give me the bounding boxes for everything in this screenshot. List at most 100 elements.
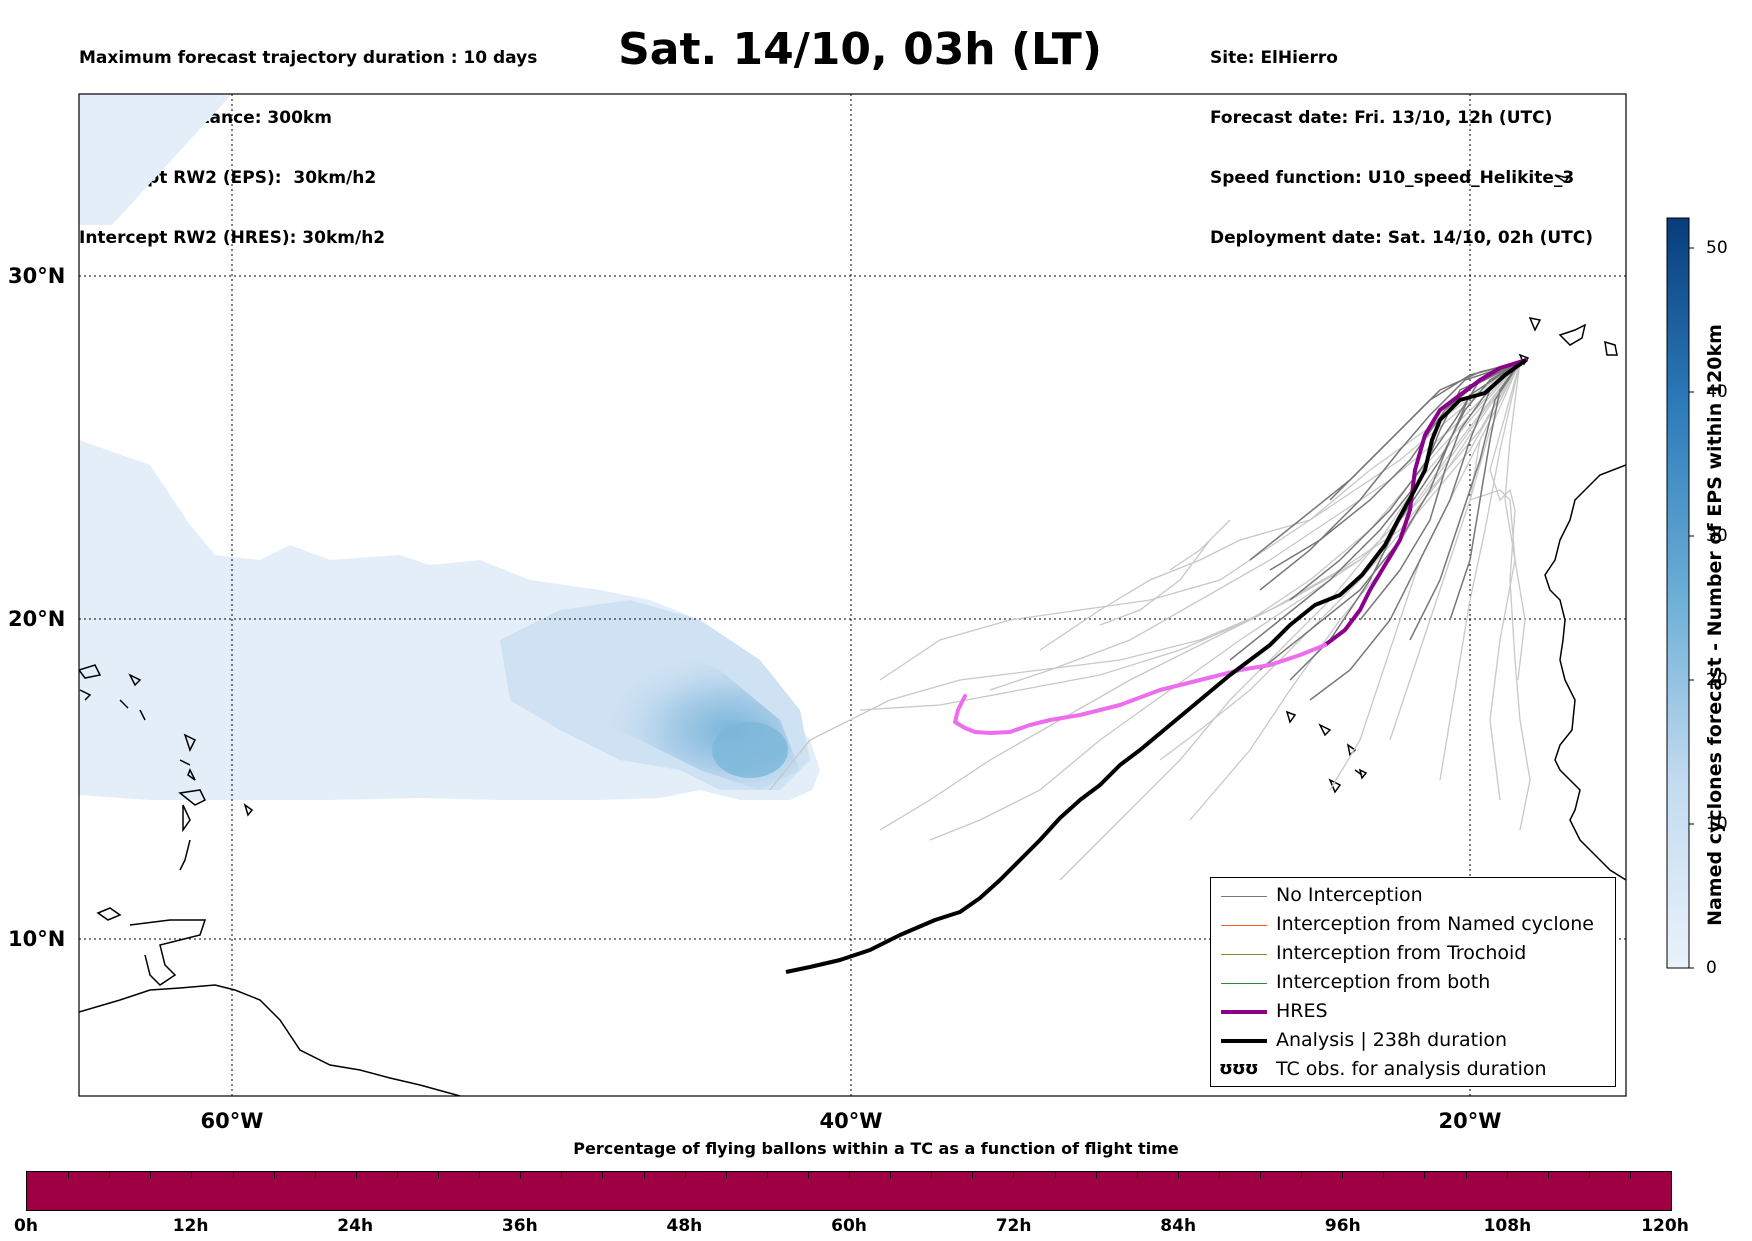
legend-item-no-interception: No Interception	[1211, 882, 1615, 911]
colorbar-label: Named cyclones forecast - Number of EPS …	[1704, 324, 1726, 926]
legend-item-hres: HRES	[1211, 998, 1615, 1027]
time-bar-label: 48h	[666, 1216, 703, 1236]
legend-swatch	[1221, 983, 1267, 984]
time-bar-tick	[766, 1172, 768, 1178]
lon-label: 20°W	[1439, 1109, 1502, 1133]
trajectory-lines-light	[769, 361, 1531, 881]
time-bar-tick	[1465, 1172, 1467, 1178]
time-bar-tick	[1588, 1172, 1590, 1178]
legend-swatch	[1221, 896, 1267, 897]
legend-label: Interception from Named cyclone	[1276, 913, 1594, 935]
legend-item-both: Interception from both	[1211, 969, 1615, 998]
page-title: Sat. 14/10, 03h (LT)	[618, 24, 1102, 75]
time-bar-tick	[191, 1172, 193, 1178]
time-bar-tick	[68, 1172, 70, 1178]
colorbar-tick: 20	[1706, 670, 1728, 690]
time-bar-tick	[849, 1172, 850, 1178]
colorbar	[1666, 217, 1690, 969]
time-bar-label: 0h	[14, 1216, 38, 1236]
legend-item-analysis: Analysis | 238h duration	[1211, 1027, 1615, 1056]
time-bar-tick	[438, 1172, 439, 1178]
header-left-line: Maximum forecast trajectory duration : 1…	[79, 48, 538, 68]
header-right: Site: ElHierro Forecast date: Fri. 13/10…	[1210, 8, 1593, 268]
legend-swatch	[1221, 954, 1267, 955]
time-bar-tick	[273, 1172, 275, 1178]
tc-symbol-icon: ʊʊʊ	[1219, 1058, 1259, 1079]
header-right-line: Forecast date: Fri. 13/10, 12h (UTC)	[1210, 108, 1553, 128]
colorbar-tick: 0	[1706, 958, 1717, 978]
colorbar-tick-marks	[1689, 247, 1694, 969]
time-bar-label: 60h	[831, 1216, 867, 1236]
legend-swatch	[1221, 1010, 1267, 1014]
time-bar-tick	[1260, 1172, 1261, 1178]
time-bar-label: 24h	[337, 1216, 374, 1236]
time-bar-tick	[602, 1172, 604, 1178]
time-bar-label: 96h	[1324, 1216, 1361, 1236]
time-bar-tick	[479, 1172, 481, 1178]
time-bar-title: Percentage of flying ballons within a TC…	[573, 1139, 1179, 1158]
time-bar-tick	[1054, 1172, 1056, 1178]
legend-label: Analysis | 238h duration	[1276, 1029, 1508, 1051]
time-bar-tick	[1424, 1172, 1426, 1178]
time-bar-label: 84h	[1160, 1216, 1197, 1236]
time-bar-tick	[520, 1172, 522, 1178]
time-bar-tick	[1095, 1172, 1097, 1178]
time-bar-tick	[150, 1172, 152, 1178]
legend-item-tc-obs: ʊʊʊ TC obs. for analysis duration	[1211, 1056, 1615, 1085]
legend-item-named-cyclone: Interception from Named cyclone	[1211, 911, 1615, 940]
time-bar-tick	[807, 1172, 809, 1178]
time-bar-tick	[561, 1172, 563, 1178]
time-bar-tick	[684, 1172, 686, 1178]
time-bar-tick	[1629, 1172, 1631, 1178]
colorbar-tick: 30	[1706, 526, 1728, 546]
time-bar-tick	[1218, 1172, 1220, 1178]
time-bar-tick	[1136, 1172, 1138, 1178]
header-right-line: Deployment date: Sat. 14/10, 02h (UTC)	[1210, 228, 1594, 248]
time-bar-tick	[890, 1172, 892, 1178]
legend-label: Interception from both	[1276, 971, 1491, 993]
legend-label: TC obs. for analysis duration	[1276, 1058, 1547, 1080]
colorbar-tick: 10	[1706, 814, 1728, 834]
legend-label: Interception from Trochoid	[1276, 942, 1527, 964]
analysis-trajectory	[785, 358, 1528, 974]
time-bar-tick	[1301, 1172, 1303, 1178]
time-bar	[26, 1171, 1672, 1211]
time-bar-tick	[232, 1172, 234, 1178]
time-bar-label: 72h	[995, 1216, 1032, 1236]
header-right-line: Site: ElHierro	[1210, 48, 1338, 68]
time-bar-tick	[1383, 1172, 1385, 1178]
time-bar-tick	[396, 1172, 398, 1178]
lat-label: 10°N	[8, 927, 65, 951]
legend-item-trochoid: Interception from Trochoid	[1211, 940, 1615, 969]
coastlines	[79, 174, 1626, 1096]
lat-label: 20°N	[8, 607, 65, 631]
time-bar-label: 12h	[172, 1216, 209, 1236]
time-bar-label: 36h	[501, 1216, 538, 1236]
time-bar-tick	[1547, 1172, 1549, 1178]
time-bar-tick	[1177, 1172, 1179, 1178]
time-bar-tick	[1506, 1172, 1508, 1178]
time-bar-tick	[972, 1172, 974, 1178]
time-bar-label: 108h	[1483, 1216, 1532, 1236]
colorbar-tick: 40	[1706, 382, 1728, 402]
legend: No Interception Interception from Named …	[1210, 877, 1616, 1087]
time-bar-tick	[355, 1172, 357, 1178]
time-bar-tick	[931, 1172, 933, 1178]
lat-label: 30°N	[8, 264, 65, 288]
time-bar-tick	[314, 1172, 316, 1178]
time-bar-label: 120h	[1641, 1216, 1689, 1236]
header-right-line: Speed function: U10_speed_Helikite_3	[1210, 168, 1575, 188]
time-bar-tick	[643, 1172, 645, 1178]
lon-label: 40°W	[820, 1109, 883, 1133]
cyclone-density-shading	[79, 94, 820, 800]
time-bar-tick	[1342, 1172, 1344, 1178]
legend-swatch	[1221, 925, 1267, 926]
lon-label: 60°W	[201, 1109, 264, 1133]
map-frame	[78, 93, 1627, 1097]
legend-label: HRES	[1276, 1000, 1328, 1022]
map-area	[79, 94, 1626, 1096]
header-left-line: Intercept RW2 (HRES): 30km/h2	[79, 228, 386, 248]
colorbar-tick: 50	[1706, 238, 1728, 258]
legend-swatch	[1221, 1039, 1267, 1043]
